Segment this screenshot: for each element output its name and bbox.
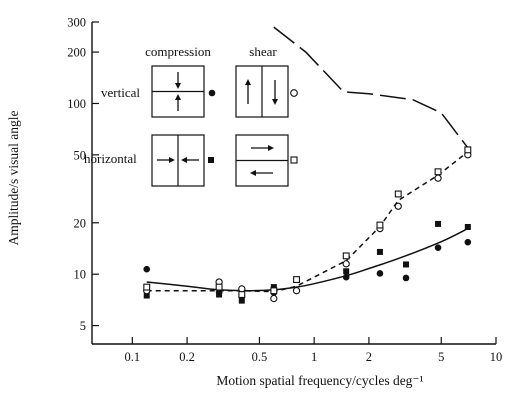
x-tick-label: 1 (311, 350, 317, 364)
point-open-square (342, 252, 350, 260)
point-open-square (394, 190, 402, 198)
point-filled-circle (376, 270, 384, 277)
point-open-square (215, 283, 223, 291)
point-open-circle (434, 174, 442, 182)
x-axis-title: Motion spatial frequency/cycles deg⁻¹ (216, 373, 423, 388)
y-tick-label: 20 (74, 216, 87, 230)
point-open-square (143, 283, 151, 291)
point-filled-square (376, 248, 383, 255)
legend-row-horizontal: horizontal (84, 151, 137, 166)
legend-row-vertical: vertical (101, 85, 140, 100)
point-open-square (434, 168, 442, 176)
data-points (143, 146, 472, 304)
open-circle-icon (290, 89, 298, 97)
open-square-icon (290, 156, 298, 164)
x-tick-label: 0.1 (125, 350, 141, 364)
point-filled-square (238, 297, 245, 304)
legend-vertical-compression (151, 65, 216, 118)
filled-circle-icon (208, 89, 216, 97)
y-tick-label: 50 (74, 148, 87, 162)
point-filled-circle (143, 265, 151, 273)
y-tick-label: 100 (67, 97, 86, 111)
point-filled-circle (434, 244, 442, 251)
point-filled-square (270, 284, 277, 291)
point-filled-square (143, 292, 150, 299)
legend-horizontal-compression (151, 134, 214, 187)
legend: compression shear vertical horizontal (84, 44, 298, 187)
legend-header-shear: shear (249, 44, 277, 59)
filled-square-icon (208, 157, 214, 163)
legend-vertical-shear (235, 65, 298, 118)
point-open-square (293, 276, 300, 284)
point-filled-square (435, 220, 442, 227)
y-tick-label: 10 (74, 268, 87, 282)
point-open-circle (238, 285, 246, 293)
point-filled-square (403, 261, 410, 268)
curve-dashed-fit (146, 151, 469, 293)
point-open-circle (292, 287, 301, 295)
y-tick-label: 200 (67, 46, 86, 60)
point-filled-square (343, 268, 350, 275)
x-ticks: 0.1 0.2 0.5 1 2 5 10 (125, 337, 503, 364)
x-tick-label: 0.2 (179, 350, 195, 364)
legend-header-compression: compression (145, 44, 211, 59)
point-filled-circle (402, 274, 410, 282)
y-axis-title: Amplitude/s visual angle (6, 111, 21, 246)
point-open-square (270, 287, 278, 295)
y-tick-label: 5 (80, 319, 86, 333)
x-tick-label: 0.5 (252, 350, 268, 364)
point-filled-square (464, 223, 471, 230)
y-ticks: 5 10 20 50 100 200 300 (67, 16, 99, 333)
point-open-square (238, 291, 246, 298)
x-tick-label: 10 (490, 350, 503, 364)
point-open-circle (270, 294, 278, 303)
point-filled-square (216, 291, 223, 298)
x-tick-label: 2 (366, 350, 372, 364)
point-filled-circle (464, 238, 472, 246)
y-tick-label: 300 (67, 16, 86, 30)
point-filled-circle (342, 273, 350, 281)
curve-long-dash (273, 26, 469, 149)
point-open-circle (394, 202, 402, 210)
point-open-circle (342, 260, 350, 268)
point-open-square (464, 146, 472, 154)
point-open-square (376, 221, 384, 229)
legend-horizontal-shear (235, 134, 298, 187)
x-tick-label: 5 (438, 350, 444, 364)
